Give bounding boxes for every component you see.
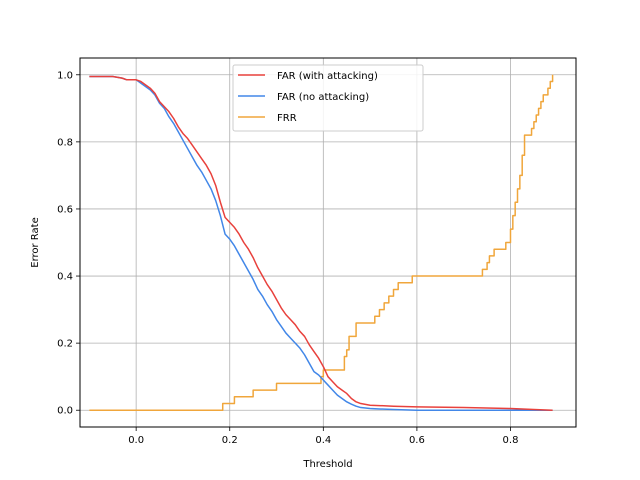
x-tick-label: 0.4 bbox=[315, 435, 331, 446]
legend: FAR (with attacking) FAR (no attacking) … bbox=[232, 64, 424, 132]
y-tick-label: 0.0 bbox=[57, 406, 73, 417]
y-tick-label: 1.0 bbox=[57, 70, 73, 81]
x-tick-label: 0.8 bbox=[503, 435, 519, 446]
series-line-far-no-attacking bbox=[89, 75, 553, 411]
x-ticks: 0.0 0.2 0.4 0.6 0.8 bbox=[128, 427, 518, 446]
y-tick-label: 0.6 bbox=[57, 204, 73, 215]
y-tick-label: 0.2 bbox=[57, 339, 73, 350]
x-tick-label: 0.6 bbox=[409, 435, 425, 446]
legend-label-frr: FRR bbox=[277, 113, 297, 124]
series-layer bbox=[89, 74, 554, 411]
series-line-frr bbox=[89, 74, 554, 411]
y-ticks: 0.0 0.2 0.4 0.6 0.8 1.0 bbox=[57, 70, 80, 417]
x-tick-label: 0.2 bbox=[222, 435, 238, 446]
plot-frame bbox=[79, 57, 577, 428]
legend-label-far-no-attacking: FAR (no attacking) bbox=[277, 92, 369, 103]
y-axis-label: Error Rate bbox=[30, 217, 41, 267]
x-tick-label: 0.0 bbox=[128, 435, 144, 446]
x-axis-label: Threshold bbox=[302, 459, 352, 470]
series-line-far-with-attacking bbox=[89, 75, 553, 411]
legend-label-far-with-attacking: FAR (with attacking) bbox=[277, 71, 378, 82]
y-tick-label: 0.4 bbox=[57, 272, 73, 283]
y-tick-label: 0.8 bbox=[57, 137, 73, 148]
legend-box bbox=[232, 64, 424, 132]
